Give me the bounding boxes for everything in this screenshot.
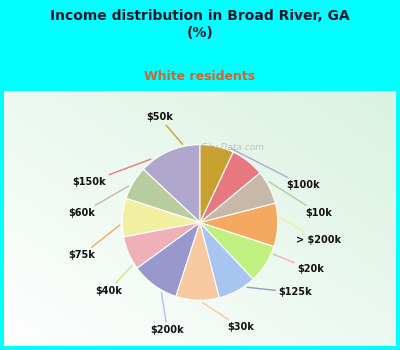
Wedge shape <box>124 223 200 268</box>
Text: $150k: $150k <box>73 159 151 187</box>
Text: > $200k: > $200k <box>280 217 341 245</box>
Text: $100k: $100k <box>232 149 320 190</box>
Text: $20k: $20k <box>274 254 324 274</box>
Wedge shape <box>176 223 219 300</box>
Wedge shape <box>200 145 233 223</box>
Wedge shape <box>200 173 275 223</box>
Wedge shape <box>200 203 278 246</box>
Text: $30k: $30k <box>202 302 254 332</box>
Wedge shape <box>137 223 200 296</box>
Text: $125k: $125k <box>247 287 312 298</box>
Wedge shape <box>126 169 200 223</box>
Wedge shape <box>122 198 200 237</box>
Wedge shape <box>143 145 200 223</box>
Text: $40k: $40k <box>95 265 132 296</box>
Text: Income distribution in Broad River, GA
(%): Income distribution in Broad River, GA (… <box>50 9 350 40</box>
Text: $75k: $75k <box>68 225 120 260</box>
Text: City-Data.com: City-Data.com <box>201 142 265 152</box>
Wedge shape <box>200 223 274 279</box>
Wedge shape <box>200 152 260 223</box>
Text: $200k: $200k <box>150 293 184 335</box>
Wedge shape <box>200 223 253 298</box>
Text: $50k: $50k <box>146 112 182 144</box>
Text: White residents: White residents <box>144 70 256 83</box>
Text: $10k: $10k <box>269 182 332 218</box>
Text: $60k: $60k <box>68 186 129 218</box>
